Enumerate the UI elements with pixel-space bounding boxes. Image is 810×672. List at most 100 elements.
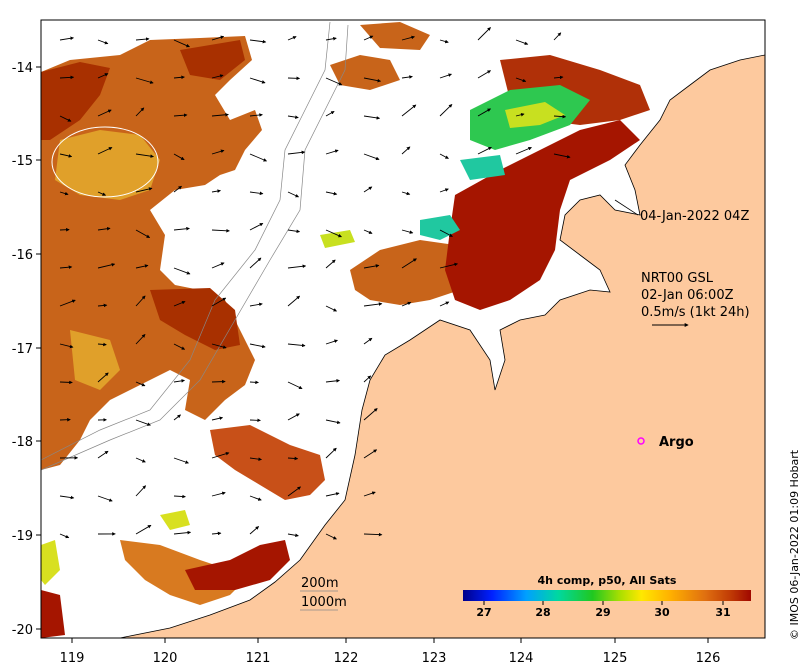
current-vector: [59, 495, 75, 500]
current-vector: [325, 36, 337, 41]
current-vector: [325, 419, 341, 425]
current-vector: [363, 408, 378, 421]
current-vector: [401, 301, 412, 307]
current-vector: [59, 533, 70, 539]
current-vector: [249, 39, 267, 44]
current-vector: [173, 343, 186, 350]
current-vector: [173, 457, 189, 464]
current-vector: [97, 109, 112, 117]
current-vector: [59, 265, 73, 269]
current-vector: [477, 108, 492, 117]
current-vector: [363, 375, 372, 383]
land-mass: [119, 20, 765, 638]
current-vector: [173, 267, 191, 275]
current-vector: [439, 229, 453, 237]
current-vector: [97, 73, 109, 79]
current-vector: [173, 39, 190, 48]
current-vector: [287, 486, 301, 497]
current-vector: [553, 114, 567, 119]
current-vector: [515, 147, 532, 155]
current-vector: [363, 264, 380, 269]
current-vectors: [59, 27, 571, 540]
lon-tick: 125: [603, 651, 628, 666]
lon-tick: 120: [153, 651, 178, 666]
lat-tick: -19: [12, 529, 33, 544]
current-vector: [325, 191, 338, 196]
lat-tick: -18: [12, 435, 33, 450]
current-vector: [135, 333, 146, 345]
current-vector: [97, 191, 107, 196]
current-vector: [363, 186, 373, 193]
current-vector: [59, 115, 72, 122]
composite-time-label: 04-Jan-2022 04Z: [640, 209, 749, 224]
current-vector: [439, 301, 450, 307]
current-vector: [59, 153, 73, 158]
sst-patch-north-yellow: [320, 102, 565, 248]
current-vector: [363, 532, 383, 537]
current-vector: [97, 372, 109, 383]
time-pointer-line: [614, 199, 639, 216]
current-vector: [363, 35, 374, 41]
current-vector: [401, 75, 413, 79]
current-vector: [401, 146, 411, 155]
current-model-label: NRT00 GSL: [641, 271, 714, 286]
isobath-1000m-label: 1000m: [301, 595, 347, 610]
current-vector: [97, 342, 107, 347]
current-vector: [211, 491, 226, 497]
current-vector: [249, 153, 268, 162]
current-vector: [401, 229, 414, 234]
current-vector: [287, 381, 303, 390]
current-vector: [553, 153, 571, 159]
lon-tick: 123: [422, 651, 447, 666]
current-vector: [287, 413, 300, 421]
current-vector: [211, 74, 224, 79]
current-vector: [477, 70, 492, 79]
current-vector: [173, 494, 186, 499]
plot-frame: [40, 19, 766, 639]
current-vector: [135, 264, 149, 269]
current-vector: [59, 299, 76, 307]
current-vector: [173, 530, 192, 535]
current-vector: [135, 229, 151, 238]
current-vector: [287, 36, 297, 41]
current-vector: [173, 226, 190, 231]
current-vector: [249, 191, 264, 196]
current-vector: [249, 526, 260, 535]
colorbar-title: 4h comp, p50, All Sats: [538, 574, 677, 587]
current-vector: [439, 73, 452, 79]
current-vector: [135, 485, 147, 497]
sst-patch-south-dark: [41, 540, 290, 638]
lat-tick: -17: [12, 342, 33, 357]
current-vector: [249, 113, 263, 117]
current-vector: [439, 153, 449, 159]
current-vector: [363, 77, 382, 83]
current-vector: [135, 187, 153, 193]
lon-axis: 119 120 121 122 123 124 125 126: [60, 638, 720, 666]
current-vector: [325, 149, 339, 155]
sst-patch-center: [350, 240, 470, 305]
current-vector: [173, 414, 181, 421]
current-vector: [325, 533, 337, 540]
current-vector: [439, 39, 449, 44]
current-vector: [211, 35, 225, 41]
sst-patch-northeast: [445, 120, 640, 310]
current-vector: [363, 302, 383, 307]
current-vector: [325, 379, 340, 383]
current-vector: [249, 380, 259, 385]
sst-patch-small-south: [41, 510, 190, 585]
current-vector: [287, 115, 299, 119]
current-vector: [173, 153, 185, 161]
isobaths: [41, 21, 349, 471]
current-vector: [477, 146, 492, 155]
colorbar-tick: 27: [476, 606, 491, 619]
current-vector: [135, 37, 150, 41]
isotherm-contour: [51, 126, 159, 198]
sst-patch-west-dark: [41, 40, 245, 350]
colorbar-gradient: [463, 590, 751, 601]
current-vector: [135, 77, 154, 84]
lon-tick: 121: [246, 651, 271, 666]
current-vector: [363, 229, 373, 234]
current-vector: [249, 457, 262, 461]
current-vector: [211, 297, 227, 307]
